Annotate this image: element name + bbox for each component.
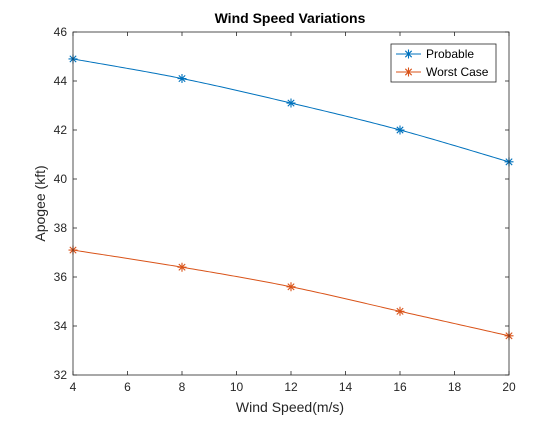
x-tick-label: 18 xyxy=(448,380,462,394)
y-tick-label: 46 xyxy=(54,25,68,39)
x-tick-label: 6 xyxy=(124,380,131,394)
x-tick-label: 16 xyxy=(393,380,407,394)
legend-label: Worst Case xyxy=(426,65,489,79)
legend: Probable Worst Case xyxy=(390,43,497,83)
data-point xyxy=(177,74,187,84)
data-point xyxy=(395,306,405,316)
x-tick-label: 12 xyxy=(284,380,298,394)
legend-marker xyxy=(404,49,413,59)
x-tick-label: 20 xyxy=(502,380,516,394)
y-tick-label: 44 xyxy=(54,74,68,88)
y-tick-label: 32 xyxy=(54,368,68,382)
y-tick-label: 40 xyxy=(54,172,68,186)
x-axis-label: Wind Speed(m/s) xyxy=(236,399,344,415)
data-point xyxy=(395,125,405,135)
data-point xyxy=(286,98,296,108)
y-tick-label: 36 xyxy=(54,270,68,284)
y-tick-label: 38 xyxy=(54,221,68,235)
x-tick-label: 14 xyxy=(339,380,353,394)
series-layer xyxy=(68,54,514,341)
legend-marker xyxy=(404,67,413,77)
x-tick-label: 4 xyxy=(70,380,77,394)
data-point xyxy=(286,282,296,292)
chart-title: Wind Speed Variations xyxy=(215,10,366,26)
x-tick-label: 10 xyxy=(230,380,244,394)
x-tick-label: 8 xyxy=(179,380,186,394)
y-axis-label: Apogee (kft) xyxy=(32,165,48,241)
legend-label: Probable xyxy=(426,47,474,61)
y-tick-label: 34 xyxy=(54,319,68,333)
y-tick-label: 42 xyxy=(54,123,68,137)
data-point xyxy=(177,262,187,272)
plot-area xyxy=(73,32,509,375)
